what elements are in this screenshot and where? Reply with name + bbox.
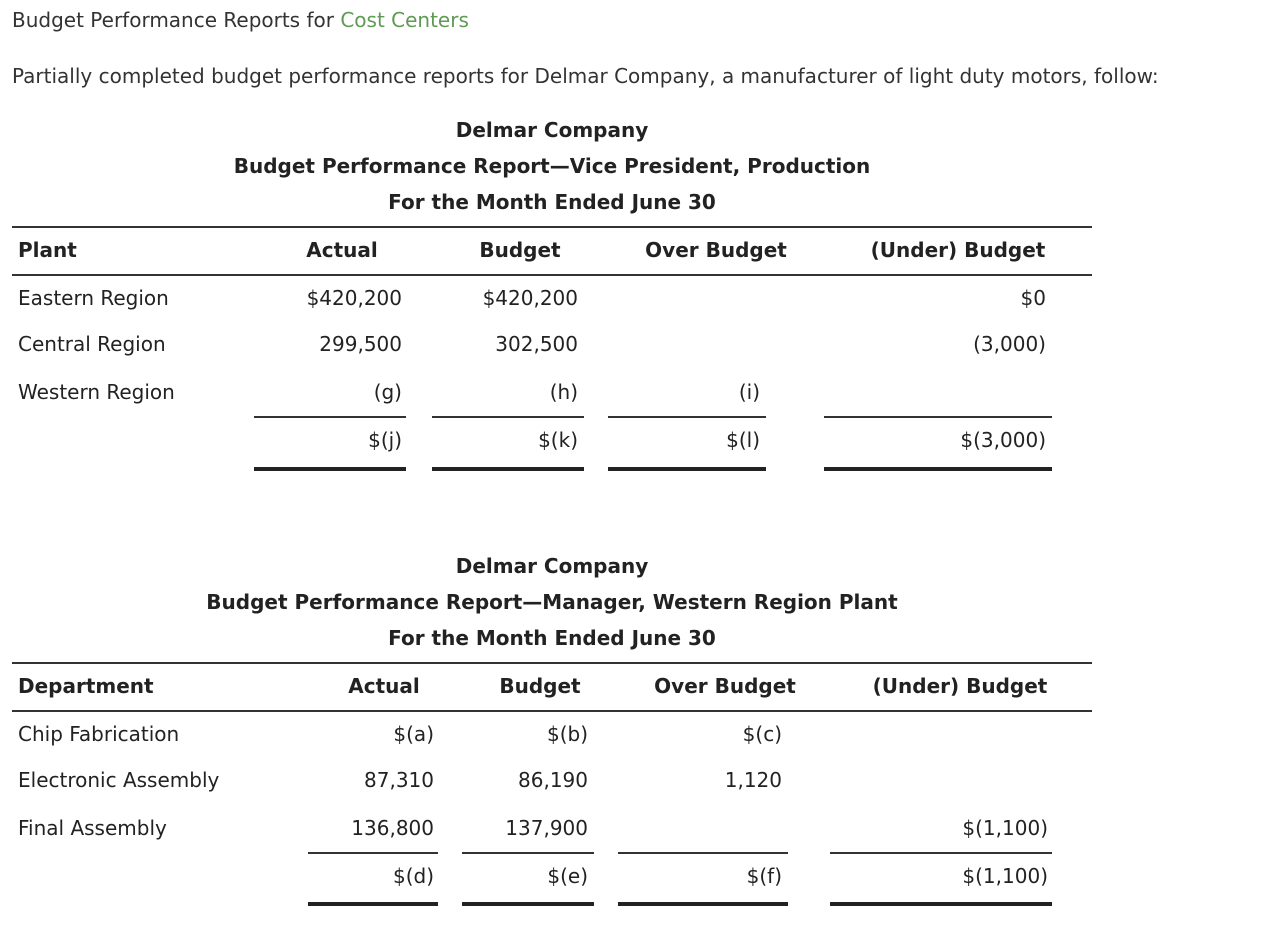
report1-total-under: $(3,000) bbox=[960, 428, 1046, 452]
report2-top-rule bbox=[12, 662, 1092, 664]
report2-period: For the Month Ended June 30 bbox=[388, 626, 716, 650]
report2-total-rule-over bbox=[618, 902, 788, 906]
report1-header-actual: Actual bbox=[306, 238, 378, 262]
report2-total-rule-under bbox=[830, 902, 1052, 906]
report1-total-budget: $(k) bbox=[538, 428, 578, 452]
report2-total-under: $(1,100) bbox=[962, 864, 1048, 888]
report1-row-western-name: Western Region bbox=[18, 380, 175, 404]
report1-total-over: $(l) bbox=[726, 428, 760, 452]
report2-subtotal-rule-actual bbox=[308, 852, 438, 854]
report1-period: For the Month Ended June 30 bbox=[388, 190, 716, 214]
report2-row-final-actual: 136,800 bbox=[351, 816, 434, 840]
report1-total-rule-actual bbox=[254, 467, 406, 471]
report1-row-central-actual: 299,500 bbox=[319, 332, 402, 356]
report2-row-chip-budget: $(b) bbox=[546, 722, 588, 746]
report1-company: Delmar Company bbox=[455, 118, 649, 142]
report1-row-western-actual: (g) bbox=[373, 380, 402, 404]
report1-total-actual: $(j) bbox=[368, 428, 402, 452]
report1-top-rule bbox=[12, 226, 1092, 228]
report1-header-budget: Budget bbox=[479, 238, 561, 262]
report1-row-eastern-name: Eastern Region bbox=[18, 286, 169, 310]
report1-subtotal-rule-over bbox=[608, 416, 766, 418]
report2-total-budget: $(e) bbox=[547, 864, 588, 888]
report2-row-electronic-budget: 86,190 bbox=[518, 768, 588, 792]
report1-total-rule-budget bbox=[432, 467, 584, 471]
report2-row-electronic-over: 1,120 bbox=[724, 768, 782, 792]
report1-header-under-budget: (Under) Budget bbox=[870, 238, 1046, 262]
report2-company: Delmar Company bbox=[455, 554, 649, 578]
report2-row-chip-name: Chip Fabrication bbox=[18, 722, 180, 746]
report1-row-eastern-actual: $420,200 bbox=[306, 286, 402, 310]
page-title: Budget Performance Reports for Cost Cent… bbox=[12, 8, 469, 32]
report1-subtotal-rule-actual bbox=[254, 416, 406, 418]
report1-subtotal-rule-under bbox=[824, 416, 1052, 418]
report1-row-central-budget: 302,500 bbox=[495, 332, 578, 356]
report2-row-final-under: $(1,100) bbox=[962, 816, 1048, 840]
report1-header-over-budget: Over Budget bbox=[645, 238, 787, 262]
report2-subtotal-rule-over bbox=[618, 852, 788, 854]
report2-total-over: $(f) bbox=[746, 864, 782, 888]
report2-heading: Delmar Company Budget Performance Report… bbox=[12, 548, 1092, 656]
report2-row-final-name: Final Assembly bbox=[18, 816, 167, 840]
report2-row-electronic-name: Electronic Assembly bbox=[18, 768, 220, 792]
report2-total-rule-actual bbox=[308, 902, 438, 906]
report1-row-western-budget: (h) bbox=[549, 380, 578, 404]
report1-row-eastern-under: $0 bbox=[1020, 286, 1046, 310]
report2-subtotal-rule-budget bbox=[462, 852, 594, 854]
report2-header-budget: Budget bbox=[499, 674, 581, 698]
report1-subtotal-rule-budget bbox=[432, 416, 584, 418]
report1-row-eastern-budget: $420,200 bbox=[482, 286, 578, 310]
report1-header-rule bbox=[12, 274, 1092, 276]
intro-paragraph: Partially completed budget performance r… bbox=[12, 64, 1159, 88]
report1-row-central-name: Central Region bbox=[18, 332, 166, 356]
report1-header-plant: Plant bbox=[18, 238, 77, 262]
report2-header-over-budget: Over Budget bbox=[654, 674, 796, 698]
report1-heading: Delmar Company Budget Performance Report… bbox=[12, 112, 1092, 220]
report2-row-chip-over: $(c) bbox=[742, 722, 782, 746]
report2-header-department: Department bbox=[18, 674, 154, 698]
report1-title: Budget Performance Report—Vice President… bbox=[233, 154, 871, 178]
report2-title: Budget Performance Report—Manager, Weste… bbox=[206, 590, 898, 614]
report2-subtotal-rule-under bbox=[830, 852, 1052, 854]
report2-header-rule bbox=[12, 710, 1092, 712]
report2-row-final-budget: 137,900 bbox=[505, 816, 588, 840]
report2-header-under-budget: (Under) Budget bbox=[872, 674, 1048, 698]
report2-total-rule-budget bbox=[462, 902, 594, 906]
report2-row-chip-actual: $(a) bbox=[393, 722, 434, 746]
report1-row-western-over: (i) bbox=[738, 380, 760, 404]
cost-centers-link[interactable]: Cost Centers bbox=[340, 8, 469, 32]
report1-total-rule-over bbox=[608, 467, 766, 471]
report1-total-rule-under bbox=[824, 467, 1052, 471]
report2-row-electronic-actual: 87,310 bbox=[364, 768, 434, 792]
page-title-text: Budget Performance Reports for bbox=[12, 8, 341, 32]
report1-row-central-under: (3,000) bbox=[973, 332, 1046, 356]
report2-total-actual: $(d) bbox=[392, 864, 434, 888]
report2-header-actual: Actual bbox=[348, 674, 420, 698]
